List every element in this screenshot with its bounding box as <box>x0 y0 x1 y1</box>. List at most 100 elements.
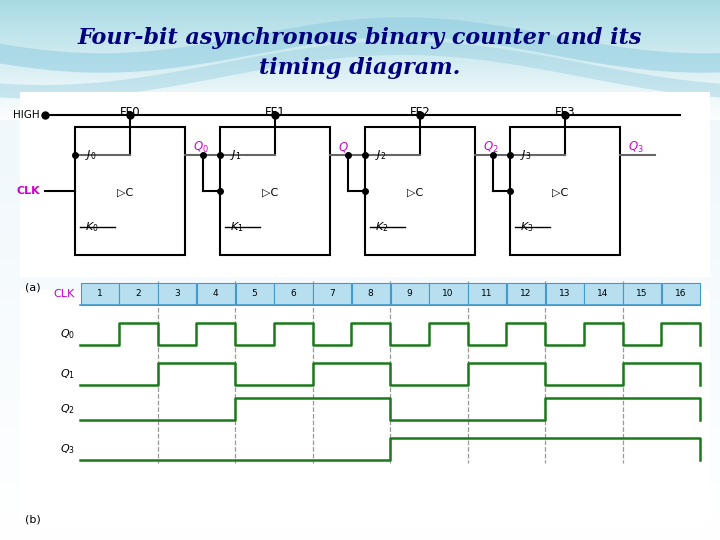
Bar <box>0 315 720 316</box>
Bar <box>0 99 720 100</box>
Bar <box>0 55 720 56</box>
Bar <box>0 461 720 462</box>
Bar <box>0 147 720 148</box>
Bar <box>0 93 720 94</box>
Bar <box>0 129 720 130</box>
Bar <box>0 32 720 33</box>
Bar <box>0 411 720 412</box>
Bar <box>0 406 720 407</box>
Bar <box>0 91 720 92</box>
Bar <box>0 519 720 520</box>
Bar <box>0 270 720 271</box>
Text: $J_0$: $J_0$ <box>85 148 96 162</box>
Text: ▷C: ▷C <box>262 188 278 198</box>
Bar <box>0 514 720 515</box>
Bar <box>0 531 720 532</box>
Bar <box>0 181 720 182</box>
Bar <box>0 317 720 318</box>
Bar <box>0 185 720 186</box>
Bar <box>0 75 720 76</box>
Bar <box>0 134 720 135</box>
Bar <box>0 108 720 109</box>
Bar <box>0 222 720 223</box>
Text: 2: 2 <box>135 289 141 299</box>
Bar <box>0 267 720 268</box>
Bar <box>0 70 720 71</box>
Bar <box>0 150 720 151</box>
Bar <box>0 170 720 171</box>
Bar <box>0 122 720 123</box>
Bar <box>0 382 720 383</box>
Bar <box>0 325 720 326</box>
Bar <box>0 404 720 405</box>
Text: 15: 15 <box>636 289 647 299</box>
Bar <box>0 251 720 252</box>
Text: ▷C: ▷C <box>407 188 423 198</box>
Bar <box>0 195 720 196</box>
Bar <box>0 27 720 28</box>
Bar <box>0 396 720 397</box>
Bar <box>0 338 720 339</box>
Bar <box>0 524 720 525</box>
Bar <box>0 254 720 255</box>
Bar <box>0 509 720 510</box>
Bar <box>0 207 720 208</box>
Bar <box>0 11 720 12</box>
Bar <box>0 201 720 202</box>
Bar <box>0 318 720 319</box>
Bar <box>0 532 720 533</box>
Bar <box>0 291 720 292</box>
Bar <box>0 33 720 34</box>
Text: 11: 11 <box>481 289 492 299</box>
Text: $J_2$: $J_2$ <box>375 148 386 162</box>
Bar <box>0 165 720 166</box>
Bar <box>0 477 720 478</box>
Bar <box>0 494 720 495</box>
Bar <box>0 527 720 528</box>
Bar <box>0 74 720 75</box>
Bar <box>0 495 720 496</box>
Bar <box>0 111 720 112</box>
Bar <box>0 135 720 136</box>
Bar <box>0 308 720 309</box>
Text: $J_3$: $J_3$ <box>520 148 531 162</box>
Bar <box>0 146 720 147</box>
Bar <box>0 36 720 37</box>
Bar <box>0 121 720 122</box>
Bar <box>0 431 720 432</box>
Bar <box>0 62 720 63</box>
Bar <box>0 241 720 242</box>
Bar <box>0 19 720 20</box>
Bar <box>0 97 720 98</box>
Bar <box>0 240 720 241</box>
Bar <box>0 538 720 539</box>
Bar <box>0 35 720 36</box>
Bar <box>0 275 720 276</box>
Bar <box>0 73 720 74</box>
Bar <box>0 196 720 197</box>
Bar <box>0 140 720 141</box>
Text: 10: 10 <box>442 289 454 299</box>
Bar <box>0 52 720 53</box>
Bar <box>0 29 720 30</box>
Bar <box>0 441 720 442</box>
Bar <box>0 535 720 536</box>
Bar <box>0 148 720 149</box>
Bar <box>0 67 720 68</box>
Bar <box>158 283 197 305</box>
Bar <box>0 282 720 283</box>
Bar <box>390 283 428 305</box>
Bar <box>0 364 720 365</box>
Text: 5: 5 <box>251 289 257 299</box>
Bar <box>623 283 661 305</box>
Bar <box>0 217 720 218</box>
Bar <box>0 451 720 452</box>
Bar <box>0 106 720 107</box>
Bar <box>0 157 720 158</box>
Bar <box>0 506 720 507</box>
Bar <box>0 452 720 453</box>
Bar <box>0 373 720 374</box>
Bar <box>0 95 720 96</box>
Bar <box>0 199 720 200</box>
Bar <box>0 284 720 285</box>
